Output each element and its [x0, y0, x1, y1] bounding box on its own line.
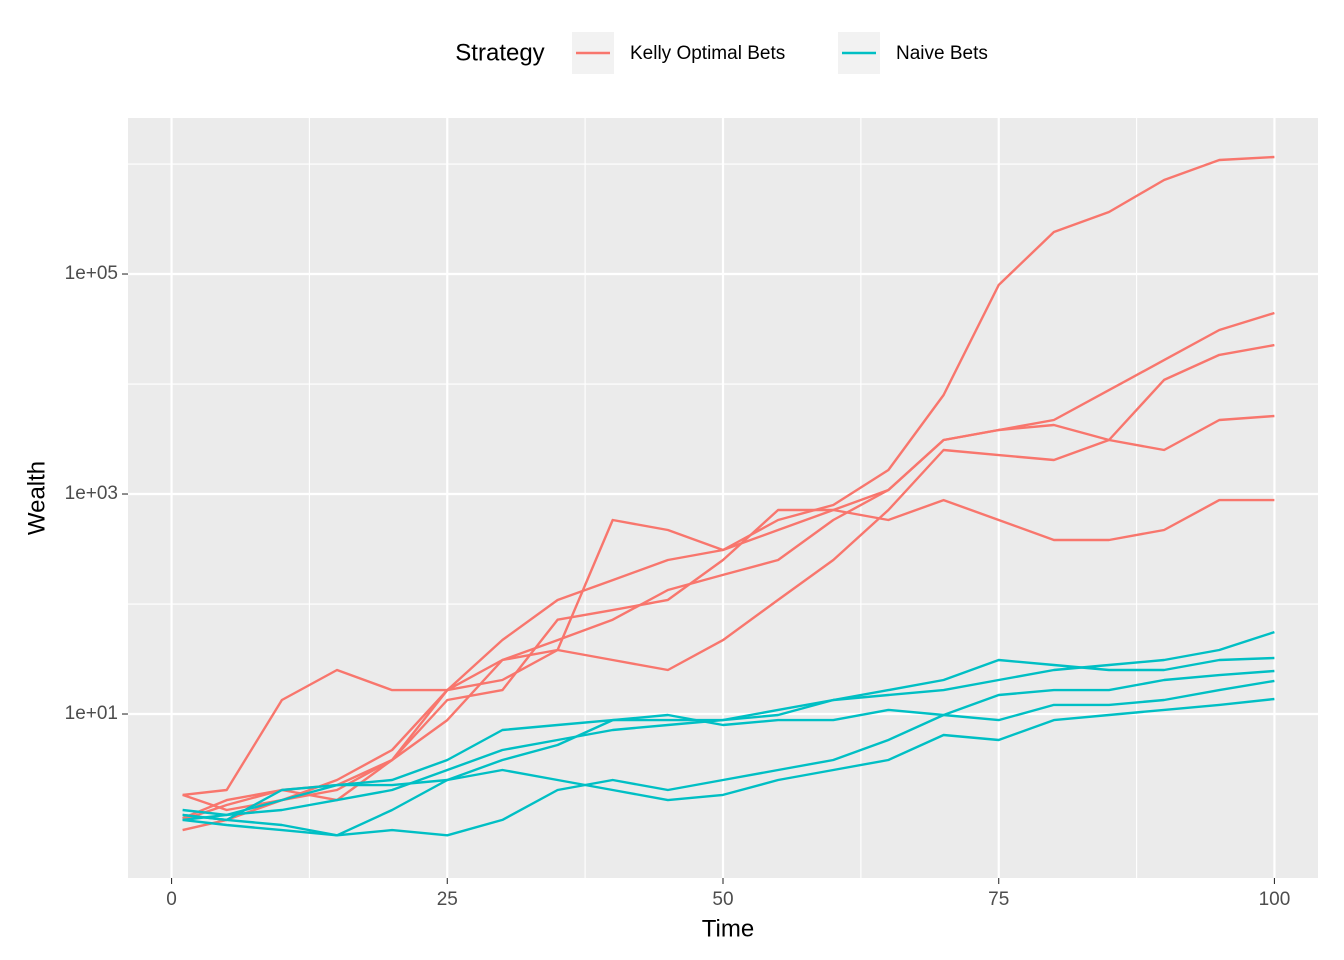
- y-tick-label: 1e+05: [65, 263, 118, 284]
- y-axis-title: Wealth: [23, 461, 50, 535]
- series-line: [182, 697, 1275, 817]
- x-tick-label: 0: [166, 889, 177, 910]
- series-line: [182, 656, 1275, 822]
- series-line: [182, 669, 1275, 837]
- series-line: [182, 414, 1275, 797]
- x-axis-title: Time: [702, 915, 754, 942]
- series-line: [182, 679, 1275, 837]
- x-tick-label: 75: [988, 889, 1009, 910]
- y-tick-label: 1e+03: [65, 483, 118, 504]
- y-tick-label: 1e+01: [65, 703, 118, 724]
- x-tick-label: 100: [1259, 889, 1291, 910]
- x-tick-label: 50: [712, 889, 733, 910]
- series-line: [182, 311, 1275, 812]
- series-line: [182, 343, 1275, 832]
- x-tick-label: 25: [437, 889, 458, 910]
- legend-label: Naive Bets: [896, 43, 988, 64]
- series-line: [182, 498, 1275, 822]
- legend-label: Kelly Optimal Bets: [630, 43, 785, 64]
- legend-title: Strategy: [455, 39, 544, 66]
- legend: Kelly Optimal Bets Naive Bets: [572, 32, 988, 74]
